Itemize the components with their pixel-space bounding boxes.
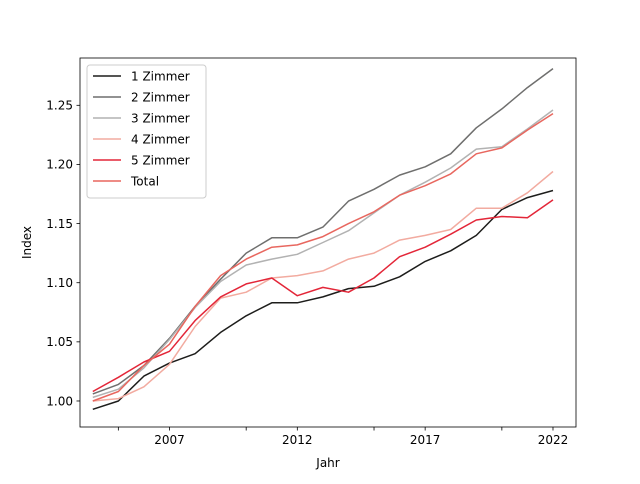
- legend-label: 5 Zimmer: [131, 154, 190, 168]
- y-tick-label: 1.25: [46, 99, 73, 113]
- legend: 1 Zimmer 2 Zimmer 3 Zimmer 4 Zimmer 5 Zimmer…: [86, 64, 207, 199]
- x-tick-label: 2022: [538, 433, 569, 447]
- y-tick-label: 1.10: [46, 276, 73, 290]
- plot-frame: [79, 57, 577, 428]
- x-tick-label: 2017: [410, 433, 441, 447]
- y-axis-label: Index: [20, 226, 34, 259]
- series-line-3: [92, 109, 554, 399]
- y-tick-label: 1.05: [46, 335, 73, 349]
- legend-label: 3 Zimmer: [131, 112, 190, 126]
- y-tick-label: 1.00: [46, 394, 73, 408]
- legend-label: 1 Zimmer: [131, 70, 190, 84]
- x-tick-label: 2007: [154, 433, 185, 447]
- series-line-1: [92, 189, 554, 411]
- legend-label: Total: [130, 175, 159, 189]
- legend-label: 4 Zimmer: [131, 133, 190, 147]
- y-tick-label: 1.20: [46, 158, 73, 172]
- series-line-6: [92, 112, 554, 402]
- legend-box: [86, 64, 207, 199]
- x-axis: 2007 2012 2017 2022: [117, 427, 569, 447]
- series-line-5: [92, 199, 554, 393]
- x-tick-label: 2012: [282, 433, 313, 447]
- x-axis-label: Jahr: [315, 456, 339, 470]
- plot-lines: [92, 67, 554, 411]
- series-line-4: [92, 170, 554, 402]
- y-tick-label: 1.15: [46, 217, 73, 231]
- legend-label: 2 Zimmer: [131, 91, 190, 105]
- y-axis: 1.00 1.05 1.10 1.15 1.20 1.25: [46, 99, 80, 408]
